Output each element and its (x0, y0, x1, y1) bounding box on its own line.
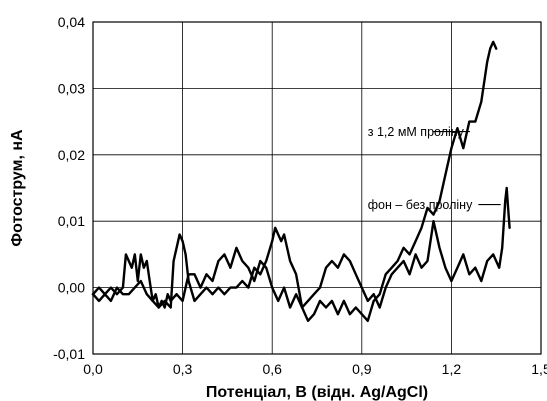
grid (93, 22, 541, 354)
y-tick-label: -0,01 (53, 346, 85, 362)
y-tick-label: 0,04 (58, 14, 85, 30)
annotation-label: з 1,2 мМ проліну (368, 125, 465, 139)
x-tick-label: 0,6 (262, 361, 282, 377)
y-axis-title: Фотострум, нА (9, 129, 26, 247)
x-tick-label: 1,2 (442, 361, 462, 377)
y-tick-label: 0,00 (58, 280, 85, 296)
annotation-label: фон – без проліну (368, 198, 473, 212)
y-tick-label: 0,01 (58, 213, 85, 229)
annotations: з 1,2 мМ проліну фон – без проліну (368, 125, 501, 212)
plot-area-frame (92, 21, 542, 355)
x-tick-label: 0,9 (352, 361, 372, 377)
series-line-1 (91, 40, 498, 322)
series-group (91, 40, 511, 322)
tick-labels: 0,0 0,3 0,6 0,9 1,2 1,5 -0,01 0,00 0,01 0,02 0,03 0… (53, 14, 547, 377)
y-tick-label: 0,02 (58, 147, 85, 163)
series-line-2 (91, 186, 511, 309)
x-tick-label: 0,0 (83, 361, 103, 377)
x-tick-label: 0,3 (173, 361, 193, 377)
x-tick-label: 1,5 (531, 361, 547, 377)
x-axis-title: Потенціал, В (відн. Ag/AgCl) (206, 384, 428, 401)
y-tick-label: 0,03 (58, 80, 85, 96)
